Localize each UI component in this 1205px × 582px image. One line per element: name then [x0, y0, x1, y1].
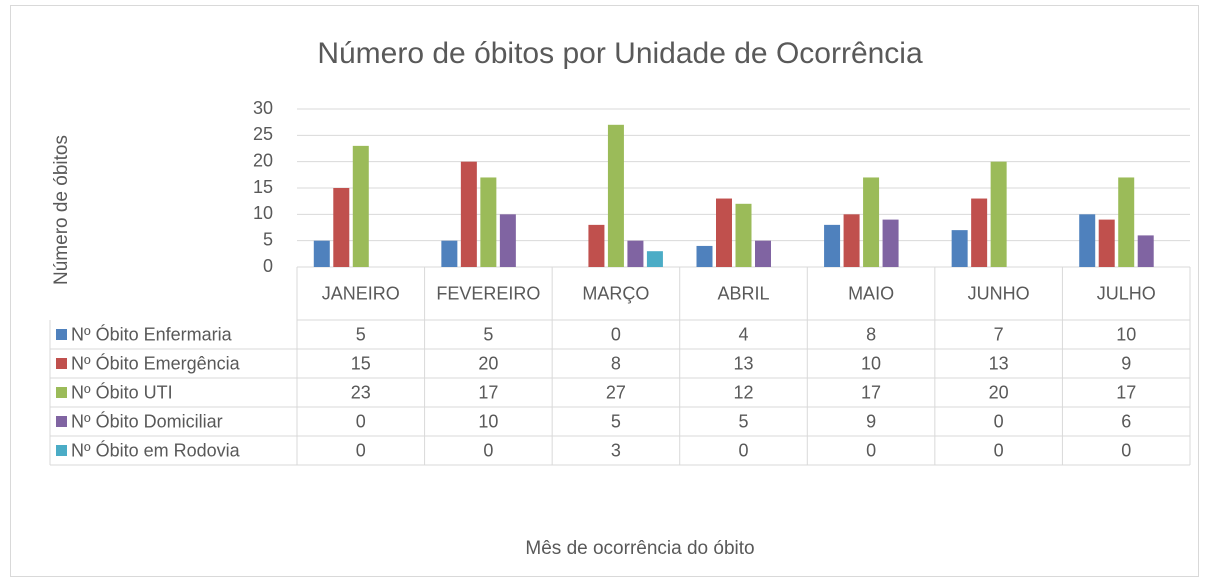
bar	[716, 198, 732, 267]
table-value: 5	[483, 324, 493, 344]
y-tick-label: 0	[263, 256, 273, 276]
bar	[313, 240, 330, 267]
table-value: 20	[989, 382, 1009, 402]
table-value: 5	[356, 324, 366, 344]
bar	[352, 145, 369, 267]
legend-label: Nº Óbito Enfermaria	[71, 323, 233, 344]
table-value: 8	[611, 353, 621, 373]
bar	[1079, 214, 1096, 267]
chart-border	[10, 5, 1199, 577]
y-tick-label: 30	[253, 98, 273, 118]
bar	[843, 214, 860, 267]
table-value: 20	[478, 353, 498, 373]
table-value: 4	[738, 324, 748, 344]
bar	[460, 161, 477, 267]
table-value: 10	[861, 353, 881, 373]
bar	[755, 240, 771, 267]
x-tick-label: JANEIRO	[322, 283, 400, 303]
table-value: 0	[738, 440, 748, 460]
table-value: 13	[733, 353, 753, 373]
legend-swatch	[56, 445, 67, 456]
table-value: 5	[738, 411, 748, 431]
bar	[951, 230, 968, 267]
table-value: 0	[356, 440, 366, 460]
table-value: 23	[351, 382, 371, 402]
bar	[863, 177, 880, 267]
legend-swatch	[56, 387, 67, 398]
table-value: 17	[861, 382, 881, 402]
table-value: 0	[483, 440, 493, 460]
table-value: 5	[611, 411, 621, 431]
bar	[441, 240, 458, 267]
table-value: 27	[606, 382, 626, 402]
table-value: 15	[351, 353, 371, 373]
legend-label: Nº Óbito Domiciliar	[71, 410, 223, 431]
bar	[333, 188, 350, 267]
legend-swatch	[56, 358, 67, 369]
table-value: 0	[1121, 440, 1131, 460]
y-axis-label: Número de óbitos	[51, 135, 72, 285]
table-value: 8	[866, 324, 876, 344]
table-value: 12	[733, 382, 753, 402]
table-value: 0	[611, 324, 621, 344]
table-value: 0	[994, 411, 1004, 431]
x-axis-label: Mês de ocorrência do óbito	[525, 538, 754, 559]
table-value: 3	[611, 440, 621, 460]
x-tick-label: JUNHO	[968, 283, 1030, 303]
legend-swatch	[56, 416, 67, 427]
bar	[696, 245, 713, 267]
bar	[1137, 235, 1154, 267]
table-value: 13	[989, 353, 1009, 373]
table-value: 6	[1121, 411, 1131, 431]
bar	[971, 198, 988, 267]
x-tick-label: ABRIL	[717, 283, 769, 303]
x-tick-label: MARÇO	[582, 283, 649, 303]
table-value: 0	[356, 411, 366, 431]
chart-title: Número de óbitos por Unidade de Ocorrênc…	[317, 37, 923, 70]
bar	[499, 214, 516, 267]
x-tick-label: FEVEREIRO	[436, 283, 540, 303]
table-value: 0	[866, 440, 876, 460]
bar	[480, 177, 497, 267]
legend-label: Nº Óbito Emergência	[71, 352, 241, 373]
table-value: 9	[1121, 353, 1131, 373]
y-tick-label: 5	[263, 229, 273, 249]
x-tick-label: MAIO	[848, 283, 894, 303]
bar	[1098, 219, 1115, 267]
table-value: 17	[478, 382, 498, 402]
table-value: 0	[994, 440, 1004, 460]
y-tick-label: 10	[253, 203, 273, 223]
bar	[735, 203, 752, 267]
bar	[882, 219, 899, 267]
legend-label: Nº Óbito em Rodovia	[71, 439, 241, 460]
legend-label: Nº Óbito UTI	[71, 381, 173, 402]
bar	[646, 251, 663, 267]
bar	[627, 240, 644, 267]
bar	[824, 224, 841, 267]
y-tick-label: 25	[253, 124, 273, 144]
table-value: 17	[1116, 382, 1136, 402]
x-tick-label: JULHO	[1097, 283, 1156, 303]
bar	[607, 124, 624, 267]
table-value: 10	[1116, 324, 1136, 344]
table-value: 9	[866, 411, 876, 431]
bar	[990, 161, 1007, 267]
bar	[588, 224, 605, 267]
y-tick-label: 20	[253, 150, 273, 170]
y-tick-label: 15	[253, 177, 273, 197]
bar	[1118, 177, 1135, 267]
table-value: 10	[478, 411, 498, 431]
table-value: 7	[994, 324, 1004, 344]
legend-swatch	[56, 329, 67, 340]
